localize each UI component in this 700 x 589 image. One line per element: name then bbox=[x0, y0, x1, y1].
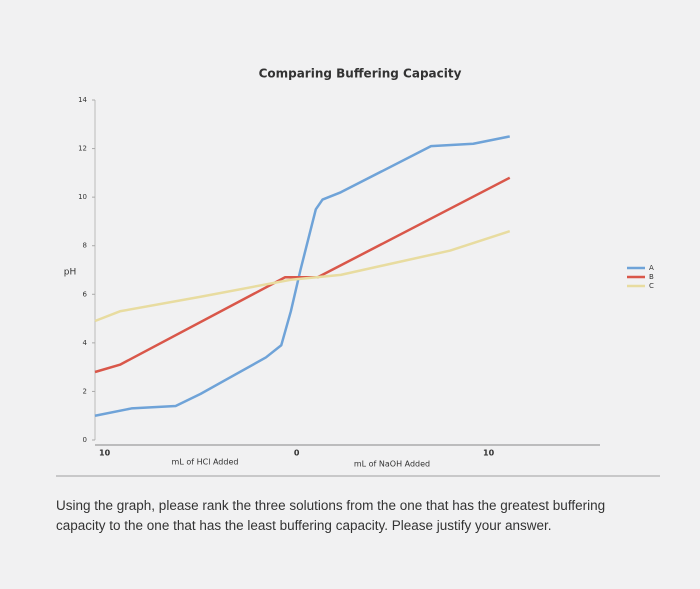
x-tick-label: 10 bbox=[483, 449, 495, 458]
legend-label: B bbox=[649, 273, 654, 281]
y-tick-label: 10 bbox=[78, 193, 87, 201]
x-axis-label: mL of HCl Added bbox=[172, 458, 239, 467]
y-tick-label: 8 bbox=[83, 242, 87, 250]
x-axis-label: mL of NaOH Added bbox=[354, 460, 430, 469]
y-tick-label: 4 bbox=[83, 339, 88, 347]
series-line bbox=[94, 176, 511, 374]
y-tick-label: 6 bbox=[83, 290, 88, 298]
x-tick-label: 10 bbox=[99, 449, 111, 458]
legend-label: A bbox=[649, 264, 654, 272]
series-line bbox=[94, 229, 511, 323]
series-line bbox=[94, 135, 510, 417]
y-axis-label: pH bbox=[64, 268, 76, 278]
y-tick-label: 2 bbox=[83, 387, 87, 395]
y-tick-label: 14 bbox=[78, 96, 87, 104]
chart-title: Comparing Buffering Capacity bbox=[259, 67, 462, 81]
y-tick-label: 12 bbox=[78, 145, 87, 153]
y-tick-label: 0 bbox=[83, 436, 87, 444]
x-tick-label: 0 bbox=[294, 449, 300, 458]
legend-label: C bbox=[649, 282, 654, 290]
question-text: Using the graph, please rank the three s… bbox=[56, 498, 606, 533]
